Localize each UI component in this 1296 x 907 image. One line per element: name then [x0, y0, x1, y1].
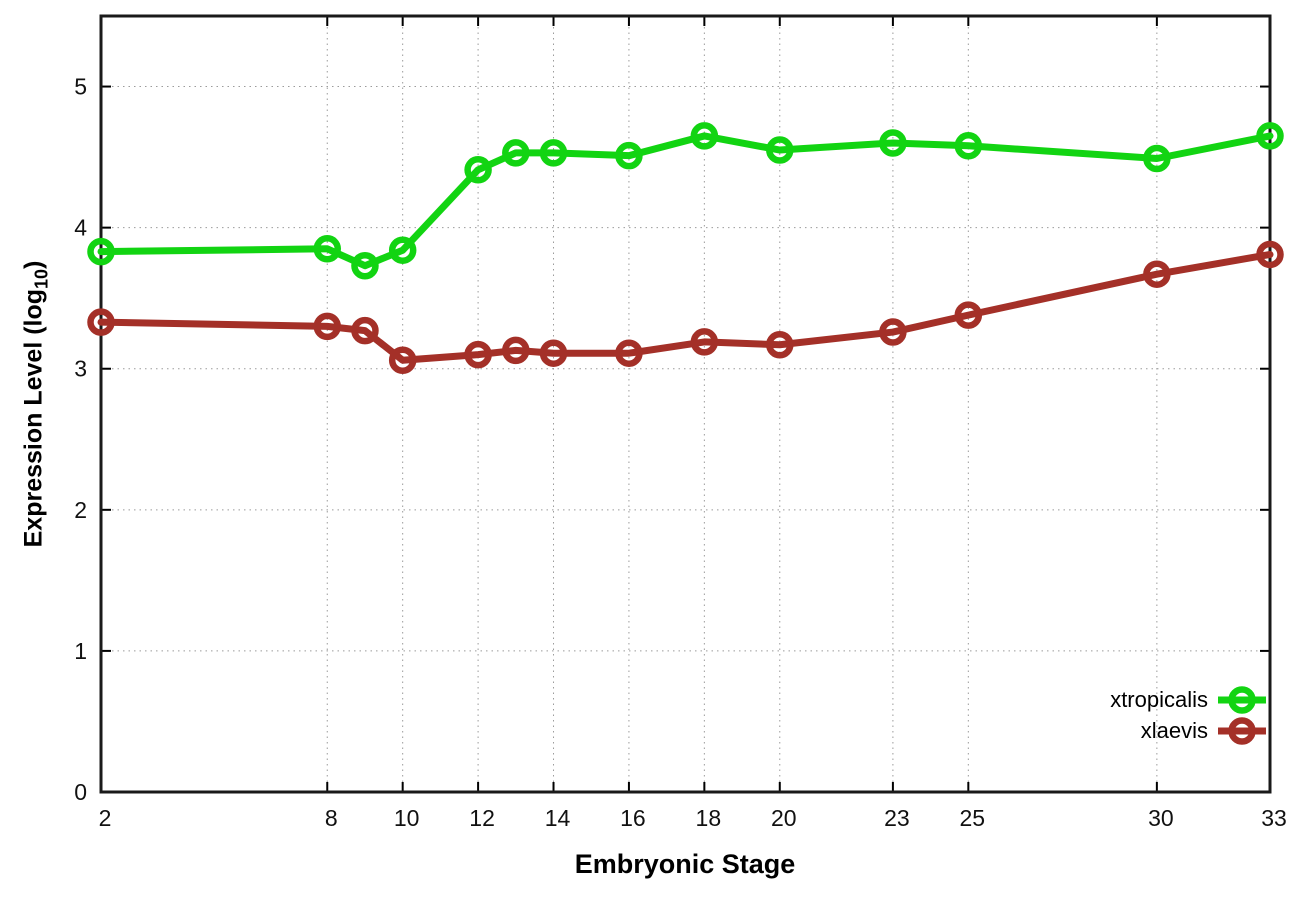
data-point-xlaevis: [954, 301, 983, 329]
x-tick-label: 23: [884, 805, 910, 831]
x-tick-label: 16: [620, 805, 646, 831]
data-point-xlaevis: [1143, 260, 1171, 288]
data-point-xlaevis: [766, 330, 794, 359]
y-axis-title-text: Expression Level (log: [19, 288, 48, 548]
legend-item-xlaevis: xlaevis: [1141, 716, 1268, 746]
legend-label-xlaevis: xlaevis: [1140, 718, 1208, 743]
data-point-xlaevis: [388, 346, 417, 375]
legend-marker-xlaevis: [1218, 717, 1266, 745]
x-tick-label: 8: [325, 805, 338, 831]
x-tick-label: 10: [394, 805, 420, 831]
data-point-xlaevis: [502, 336, 530, 365]
data-point-xtropicalis: [954, 132, 983, 160]
y-tick-label: 3: [74, 356, 87, 382]
data-point-xtropicalis: [464, 156, 492, 184]
data-point-xtropicalis: [1143, 144, 1171, 173]
data-point-xlaevis: [690, 328, 719, 356]
series-line-xlaevis: [97, 250, 1274, 364]
x-tick-label: 2: [99, 805, 112, 831]
y-tick-label: 0: [74, 779, 87, 805]
x-tick-label: 20: [771, 805, 797, 831]
y-axis-title-close: ): [19, 260, 48, 269]
x-tick-label: 25: [960, 805, 986, 831]
data-point-xlaevis: [615, 339, 643, 367]
data-point-xtropicalis: [87, 237, 115, 266]
x-tick-label: 18: [696, 805, 722, 831]
data-point-xlaevis: [879, 318, 907, 346]
data-point-xlaevis: [351, 316, 379, 345]
data-point-xtropicalis: [1256, 122, 1284, 150]
x-tick-label: 14: [545, 805, 571, 831]
data-point-xtropicalis: [615, 141, 643, 170]
y-tick-label: 4: [74, 215, 87, 241]
y-axis-title-subscript: 10: [31, 268, 52, 289]
data-point-xlaevis: [1256, 240, 1284, 269]
legend-label-xtropicalis: xtropicalis: [1110, 687, 1208, 712]
x-tick-label: 33: [1261, 805, 1287, 831]
data-point-xtropicalis: [313, 235, 342, 263]
data-point-xlaevis: [87, 308, 115, 336]
data-point-xtropicalis: [690, 122, 719, 150]
y-axis-title: Expression Level (log10): [20, 261, 53, 548]
data-point-xlaevis: [539, 339, 568, 367]
series-line-xtropicalis: [97, 132, 1274, 270]
data-point-xtropicalis: [351, 251, 379, 280]
data-point-xtropicalis: [539, 139, 568, 167]
data-point-xtropicalis: [502, 139, 530, 167]
y-tick-label: 2: [74, 497, 87, 523]
x-axis-title: Embryonic Stage: [574, 849, 796, 879]
data-point-xlaevis: [464, 340, 492, 369]
data-point-xtropicalis: [766, 136, 794, 164]
data-point-xtropicalis: [879, 129, 907, 157]
x-axis-title-wrap: Embryonic Stage: [575, 849, 906, 880]
y-tick-label: 5: [74, 74, 87, 100]
y-tick-label: 1: [74, 638, 87, 664]
legend-item-xtropicalis: xtropicalis: [1110, 685, 1268, 715]
data-point-xtropicalis: [388, 236, 417, 264]
legend: xtropicalis xlaevis: [1110, 685, 1268, 746]
plot-border: [99, 14, 1272, 794]
data-point-xlaevis: [313, 312, 342, 341]
legend-marker-xtropicalis: [1218, 686, 1266, 714]
x-tick-label: 30: [1148, 805, 1174, 831]
x-tick-label: 12: [469, 805, 495, 831]
